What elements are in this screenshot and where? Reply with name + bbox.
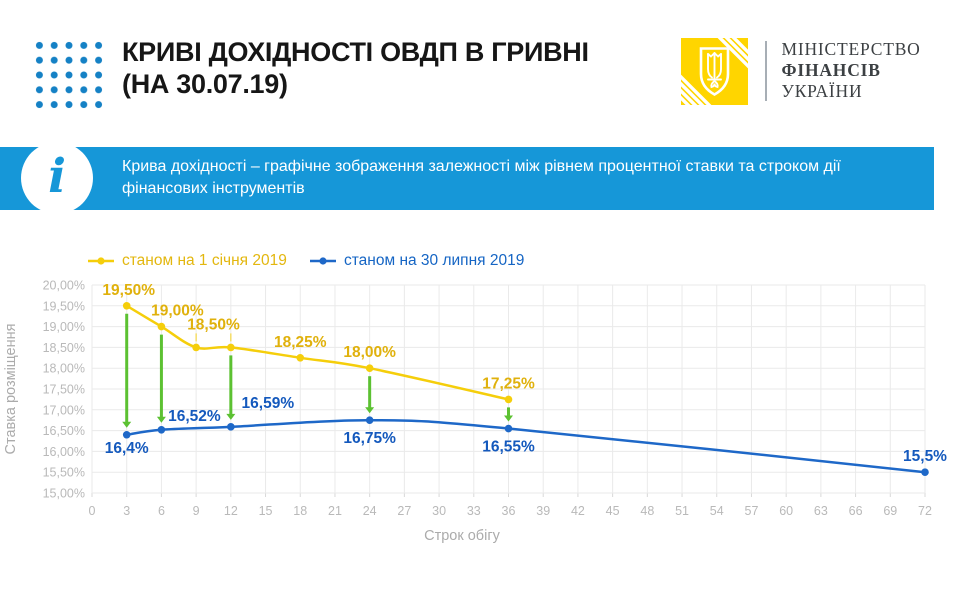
svg-text:72: 72: [918, 504, 932, 518]
data-point: [157, 322, 166, 331]
svg-text:39: 39: [536, 504, 550, 518]
arrow-head: [365, 407, 375, 414]
svg-text:16,50%: 16,50%: [43, 424, 85, 438]
data-point: [227, 343, 235, 352]
svg-text:30: 30: [432, 504, 446, 518]
data-label: 16,4%: [105, 440, 149, 457]
ministry-name: МІНІСТЕРСТВО ФІНАНСІВ УКРАЇНИ: [782, 38, 921, 102]
data-label: 19,50%: [102, 282, 155, 299]
svg-text:45: 45: [606, 504, 620, 518]
data-label: 18,00%: [343, 344, 396, 361]
axis-labels: 0 3 6 9 12 15 18 21 24 27 30 33 36 39 42 45 48 51 54 57 60 63…: [3, 279, 932, 545]
data-label: 16,59%: [242, 395, 295, 412]
data-point: [122, 430, 131, 439]
y-axis-title: Ставка розміщення: [3, 324, 19, 455]
data-point: [365, 364, 374, 372]
page-title: КРИВІ ДОХІДНОСТІ ОВДП В ГРИВНІ (НА 30.07.…: [122, 36, 589, 100]
svg-text:20,00%: 20,00%: [43, 279, 85, 293]
series-line: [125, 304, 510, 401]
svg-text:36: 36: [502, 504, 516, 518]
info-bar: i Крива дохідності – графічне зображення…: [0, 142, 934, 214]
page-title-line2: (НА 30.07.19): [122, 69, 288, 99]
legend-item-jan-2019: станом на 1 січня 2019: [88, 252, 287, 270]
data-label: 18,25%: [274, 334, 327, 351]
svg-text:15,50%: 15,50%: [43, 466, 85, 480]
ministry-logo-icon: [681, 38, 748, 105]
data-point: [122, 302, 131, 310]
legend-item-jul-2019: станом на 30 липня 2019: [310, 252, 524, 270]
series-data-labels: 16,4% 16,52% 16,59% 16,75% 16,55% 15,5%: [105, 395, 947, 465]
svg-text:27: 27: [397, 504, 411, 518]
ministry-name-line3: УКРАЇНИ: [781, 81, 863, 101]
arrow-head: [156, 416, 166, 423]
data-point: [921, 468, 929, 476]
svg-text:3: 3: [123, 504, 130, 518]
data-point: [504, 395, 513, 404]
svg-text:18,50%: 18,50%: [43, 341, 85, 355]
arrow-head: [504, 415, 513, 422]
brand-divider: [765, 41, 767, 101]
data-label: 16,55%: [482, 439, 535, 456]
data-point: [296, 354, 305, 362]
dot-grid-decoration: [32, 38, 106, 112]
series-markers: [122, 416, 929, 476]
svg-text:51: 51: [675, 504, 689, 518]
ministry-brand: МІНІСТЕРСТВО ФІНАНСІВ УКРАЇНИ: [681, 38, 921, 105]
svg-text:17,50%: 17,50%: [43, 383, 85, 397]
legend-label: станом на 1 січня 2019: [122, 252, 287, 269]
svg-text:48: 48: [640, 504, 654, 518]
data-label: 15,5%: [903, 448, 947, 465]
svg-text:60: 60: [779, 504, 793, 518]
svg-text:57: 57: [745, 504, 759, 518]
svg-text:12: 12: [224, 504, 238, 518]
series-markers: [122, 302, 513, 404]
svg-text:0: 0: [89, 504, 96, 518]
svg-text:17,00%: 17,00%: [43, 403, 85, 417]
legend-marker-yellow-icon: [88, 257, 114, 265]
data-point: [227, 423, 235, 431]
svg-text:19,50%: 19,50%: [43, 299, 85, 313]
data-point: [157, 425, 166, 434]
legend-label: станом на 30 липня 2019: [344, 252, 525, 269]
yield-curve-chart: 0 3 6 9 12 15 18 21 24 27 30 33 36 39 42 45 48 51 54 57 60 63…: [3, 279, 947, 545]
data-point: [504, 424, 513, 433]
x-axis-title: Строк обігу: [424, 528, 500, 544]
info-icon: i: [21, 142, 93, 214]
info-bar-text: Крива дохідності – графічне зображення з…: [122, 158, 841, 197]
svg-text:16,00%: 16,00%: [43, 445, 85, 459]
data-label: 16,75%: [343, 430, 396, 447]
page-title-line1: КРИВІ ДОХІДНОСТІ ОВДП В ГРИВНІ: [122, 37, 589, 67]
svg-text:15: 15: [259, 504, 273, 518]
arrow-head: [226, 413, 236, 420]
drop-arrows: [122, 313, 513, 428]
svg-text:33: 33: [467, 504, 481, 518]
data-label: 19,00%: [151, 303, 204, 320]
svg-text:18: 18: [293, 504, 307, 518]
data-point: [192, 343, 200, 352]
ministry-name-line1: МІНІСТЕРСТВО: [781, 39, 921, 59]
svg-text:63: 63: [814, 504, 828, 518]
svg-text:54: 54: [710, 504, 724, 518]
svg-text:42: 42: [571, 504, 585, 518]
svg-text:18,00%: 18,00%: [43, 362, 85, 376]
svg-text:24: 24: [363, 504, 377, 518]
svg-text:21: 21: [328, 504, 342, 518]
legend-marker-blue-icon: [310, 257, 336, 265]
data-label: 17,25%: [482, 375, 535, 392]
svg-text:66: 66: [849, 504, 863, 518]
svg-text:6: 6: [158, 504, 165, 518]
svg-text:19,00%: 19,00%: [43, 320, 85, 334]
data-label: 16,52%: [168, 408, 221, 425]
svg-text:9: 9: [193, 504, 200, 518]
ministry-name-line2: ФІНАНСІВ: [781, 60, 881, 80]
arrow-head: [122, 421, 132, 428]
data-point: [365, 416, 374, 424]
data-label: 18,50%: [187, 316, 240, 333]
series-data-labels: 19,50% 19,00%18,50% 18,25% 18,00% 17,25%: [102, 282, 535, 393]
svg-text:69: 69: [883, 504, 897, 518]
svg-text:15,00%: 15,00%: [43, 487, 85, 501]
